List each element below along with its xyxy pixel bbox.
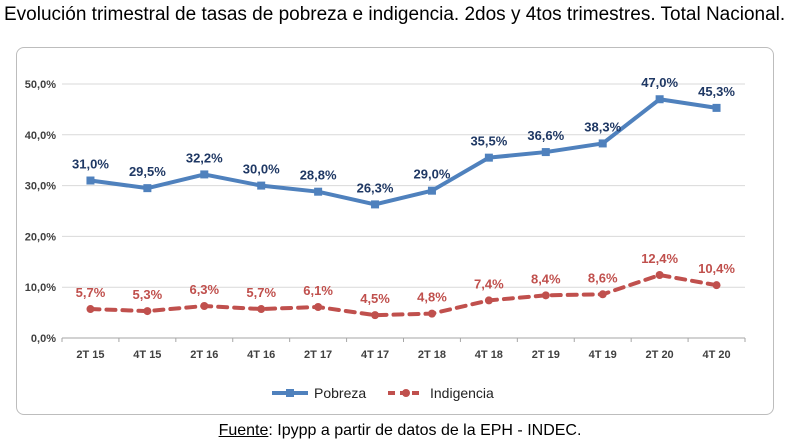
point-pobreza — [314, 187, 323, 196]
data-label-pobreza: 30,0% — [243, 162, 280, 177]
point-indigencia — [712, 281, 721, 290]
point-pobreza — [257, 181, 266, 190]
data-label-indigencia: 4,5% — [360, 291, 390, 306]
y-tick-label: 20,0% — [25, 231, 56, 243]
y-tick-label: 0,0% — [31, 333, 56, 345]
point-pobreza — [143, 184, 152, 193]
point-pobreza — [541, 148, 550, 157]
chart-title: Evolución trimestral de tasas de pobreza… — [4, 4, 786, 25]
point-indigencia — [598, 290, 607, 299]
data-label-indigencia: 6,3% — [189, 282, 219, 297]
data-label-pobreza: 45,3% — [698, 84, 735, 99]
x-tick-label: 4T 20 — [702, 349, 730, 361]
x-tick-label: 2T 17 — [304, 349, 332, 361]
point-pobreza — [371, 200, 380, 209]
source-label: Fuente — [218, 422, 269, 439]
data-label-pobreza: 35,5% — [470, 134, 507, 149]
point-indigencia — [427, 309, 436, 318]
x-tick-label: 4T 18 — [475, 349, 503, 361]
point-indigencia — [484, 296, 493, 305]
legend-label-indigencia: Indigencia — [430, 385, 494, 401]
source-note: Fuente: Ipypp a partir de datos de la EP… — [0, 422, 800, 440]
legend-marker-pobreza — [286, 389, 294, 397]
point-pobreza — [484, 153, 493, 162]
point-pobreza — [427, 186, 436, 195]
point-indigencia — [86, 305, 95, 314]
x-tick-label: 2T 16 — [190, 349, 218, 361]
legend-marker-indigencia — [402, 389, 410, 397]
y-tick-label: 50,0% — [25, 79, 56, 91]
data-label-indigencia: 8,4% — [531, 271, 561, 286]
point-indigencia — [655, 271, 664, 280]
x-tick-label: 2T 15 — [76, 349, 104, 361]
data-label-indigencia: 8,6% — [588, 270, 618, 285]
data-label-pobreza: 38,3% — [584, 119, 621, 134]
data-label-indigencia: 5,7% — [76, 285, 106, 300]
point-pobreza — [712, 103, 721, 112]
x-tick-label: 4T 19 — [589, 349, 617, 361]
x-tick-label: 4T 16 — [247, 349, 275, 361]
data-label-pobreza: 29,5% — [129, 164, 166, 179]
data-label-indigencia: 7,4% — [474, 276, 504, 291]
data-label-indigencia: 5,3% — [133, 287, 163, 302]
data-label-indigencia: 4,8% — [417, 290, 447, 305]
point-pobreza — [655, 95, 664, 104]
point-indigencia — [257, 305, 266, 314]
data-label-pobreza: 26,3% — [357, 180, 394, 195]
series-line-pobreza — [88, 97, 719, 207]
point-indigencia — [371, 311, 380, 320]
point-indigencia — [143, 307, 152, 316]
data-label-indigencia: 12,4% — [641, 251, 678, 266]
point-indigencia — [200, 301, 209, 310]
data-label-indigencia: 6,1% — [303, 283, 333, 298]
data-label-pobreza: 32,2% — [186, 150, 223, 165]
data-label-pobreza: 47,0% — [641, 75, 678, 90]
source-text: : Ipypp a partir de datos de la EPH - IN… — [268, 422, 582, 439]
x-tick-label: 2T 18 — [418, 349, 446, 361]
y-tick-label: 10,0% — [25, 282, 56, 294]
y-tick-label: 40,0% — [25, 130, 56, 142]
data-label-indigencia: 5,7% — [246, 285, 276, 300]
x-tick-label: 4T 15 — [133, 349, 161, 361]
data-label-pobreza: 31,0% — [72, 157, 109, 172]
point-pobreza — [200, 170, 209, 179]
data-label-indigencia: 10,4% — [698, 261, 735, 276]
data-label-pobreza: 36,6% — [527, 128, 564, 143]
point-pobreza — [598, 139, 607, 148]
point-indigencia — [314, 303, 323, 312]
point-pobreza — [86, 176, 95, 185]
point-indigencia — [541, 291, 550, 300]
x-tick-label: 2T 19 — [532, 349, 560, 361]
y-tick-label: 30,0% — [25, 181, 56, 193]
x-tick-label: 2T 20 — [646, 349, 674, 361]
data-label-pobreza: 29,0% — [414, 167, 451, 182]
legend-label-pobreza: Pobreza — [314, 385, 366, 401]
series-line-indigencia — [88, 273, 719, 318]
data-label-pobreza: 28,8% — [300, 168, 337, 183]
x-tick-label: 4T 17 — [361, 349, 389, 361]
